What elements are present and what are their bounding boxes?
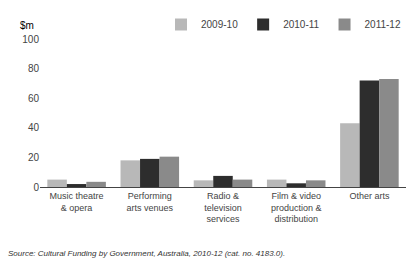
svg-text:Film & videoproduction &distri: Film & videoproduction &distribution — [271, 191, 322, 224]
svg-text:2010-11: 2010-11 — [283, 19, 319, 30]
svg-text:2011-12: 2011-12 — [365, 19, 401, 30]
svg-text:40: 40 — [28, 122, 40, 133]
svg-text:Performingarts venues: Performingarts venues — [127, 191, 174, 213]
svg-text:0: 0 — [33, 182, 39, 193]
svg-text:100: 100 — [22, 34, 39, 45]
svg-text:60: 60 — [28, 93, 40, 104]
svg-text:80: 80 — [28, 63, 40, 74]
svg-text:2009-10: 2009-10 — [201, 19, 238, 30]
svg-text:Other arts: Other arts — [349, 191, 390, 201]
svg-text:$m: $m — [20, 20, 34, 31]
svg-text:Music theatre& opera: Music theatre& opera — [50, 191, 104, 213]
svg-text:20: 20 — [28, 152, 40, 163]
svg-text:Source: Cultural Funding by Go: Source: Cultural Funding by Government, … — [8, 249, 285, 258]
svg-text:Radio &televisionservices: Radio &televisionservices — [204, 191, 242, 224]
